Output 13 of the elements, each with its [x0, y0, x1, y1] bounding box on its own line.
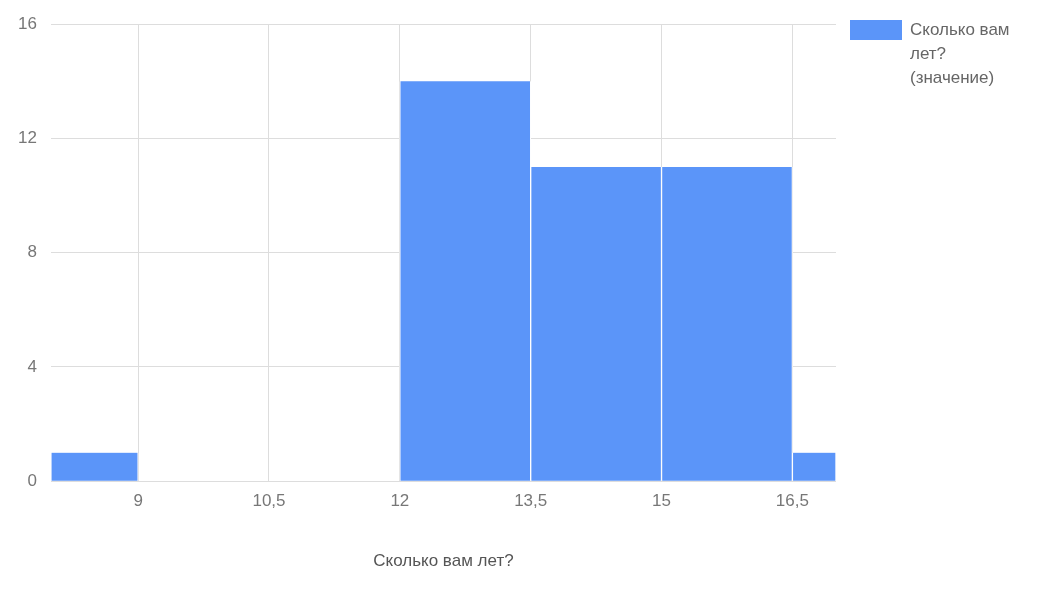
y-tick-label: 16: [17, 13, 37, 33]
x-tick-label: 16,5: [775, 491, 809, 511]
y-tick-label: 12: [17, 128, 37, 148]
x-axis-title: Сколько вам лет?: [373, 551, 514, 571]
y-tick-label: 8: [27, 242, 37, 262]
x-tick-label: 10,5: [252, 491, 286, 511]
x-tick-label: 15: [652, 491, 671, 511]
x-tick-label: 9: [133, 491, 143, 511]
y-tick-label: 0: [27, 470, 37, 490]
legend-label: Сколько вам лет? (значение): [910, 19, 1011, 89]
y-tick-label: 4: [27, 356, 37, 376]
x-tick-label: 12: [390, 491, 410, 511]
x-tick-label: 13,5: [514, 491, 548, 511]
